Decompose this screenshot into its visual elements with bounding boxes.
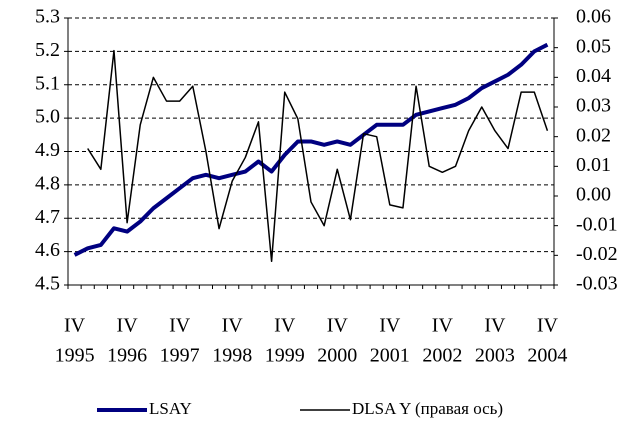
x-tick-label: IV — [169, 315, 191, 337]
y-tick-label: 4.8 — [35, 172, 60, 194]
x-tick-label: IV — [222, 315, 244, 337]
x-tick-label: IV — [274, 315, 296, 337]
y2-tick-label: 0.04 — [576, 65, 611, 87]
x-year-label: 1995 — [55, 345, 95, 367]
x-tick-label: IV — [379, 315, 401, 337]
y-tick-label: 4.6 — [35, 239, 60, 261]
y2-tick-label: -0.01 — [576, 213, 618, 235]
series-line — [73, 42, 549, 257]
y2-tick-label: 0.05 — [576, 35, 611, 57]
x-year-label: 2003 — [475, 345, 515, 367]
x-tick-label: IV — [537, 315, 559, 337]
y-tick-label: 4.9 — [35, 139, 60, 161]
x-tick-label: IV — [484, 315, 506, 337]
y2-tick-label: 0.03 — [576, 95, 611, 117]
x-tick-label: IV — [64, 315, 86, 337]
legend-label: LSAY — [149, 399, 192, 418]
y-tick-label: 5.0 — [35, 106, 60, 128]
y-tick-label: 5.2 — [35, 39, 60, 61]
x-year-label: 1997 — [160, 345, 200, 367]
x-tick-label: IV — [432, 315, 454, 337]
x-year-label: 1999 — [265, 345, 305, 367]
y2-tick-label: 0.01 — [576, 154, 611, 176]
series-line — [87, 49, 549, 263]
y-tick-label: 4.7 — [35, 206, 60, 228]
x-tick-label: IV — [117, 315, 139, 337]
x-year-label: 2002 — [422, 345, 462, 367]
y2-tick-label: 0.02 — [576, 124, 611, 146]
y2-tick-label: -0.03 — [576, 273, 618, 295]
y-tick-label: 4.5 — [35, 273, 60, 295]
x-year-label: 2001 — [370, 345, 410, 367]
y2-tick-label: 0.00 — [576, 184, 611, 206]
y-tick-label: 5.3 — [35, 6, 60, 28]
x-tick-label: IV — [327, 315, 349, 337]
x-year-label: 1996 — [107, 345, 147, 367]
x-year-label: 2000 — [317, 345, 357, 367]
y2-tick-label: -0.02 — [576, 243, 618, 265]
legend-label: DLSA Y (правая ось) — [352, 399, 503, 418]
x-year-label: 1998 — [212, 345, 252, 367]
x-year-label: 2004 — [527, 345, 567, 367]
y2-tick-label: 0.06 — [576, 6, 611, 28]
y-tick-label: 5.1 — [35, 72, 60, 94]
